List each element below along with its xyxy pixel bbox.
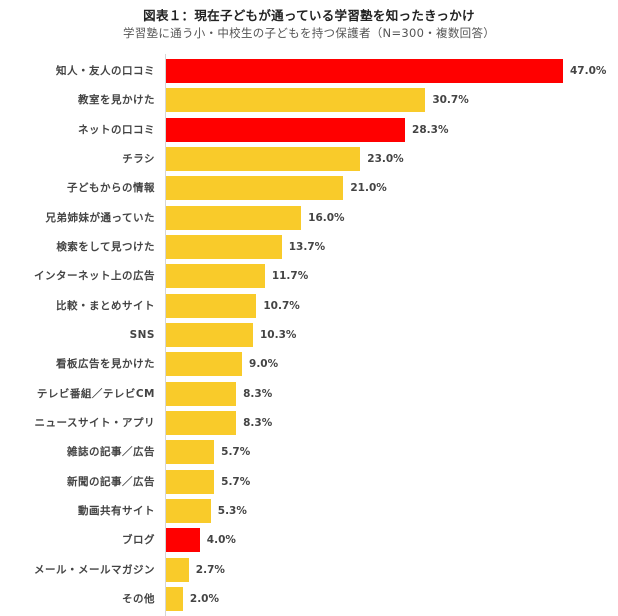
bar-row: 兄弟姉妹が通っていた 16.0% — [0, 205, 618, 230]
bar — [166, 322, 253, 347]
bar — [166, 469, 215, 494]
category-label: 看板広告を見かけた — [56, 358, 155, 371]
value-label: 9.0% — [249, 358, 279, 371]
bar — [166, 146, 361, 171]
bar — [166, 59, 563, 83]
bar-row: ネットの口コミ 28.3% — [0, 117, 618, 142]
bar — [166, 117, 406, 142]
category-label: SNS — [129, 328, 155, 341]
value-label: 5.7% — [221, 475, 251, 488]
bar — [166, 528, 200, 553]
bar-row: 子どもからの情報 21.0% — [0, 176, 618, 201]
bar-row: 教室を見かけた 30.7% — [0, 88, 618, 113]
category-label: ネットの口コミ — [78, 123, 155, 136]
bar-row: 新聞の記事／広告 5.7% — [0, 469, 618, 494]
bar — [166, 293, 257, 318]
bar — [166, 264, 265, 289]
category-label: 新聞の記事／広告 — [67, 475, 155, 488]
value-label: 10.3% — [260, 328, 297, 341]
bar-row: その他 2.0% — [0, 586, 618, 611]
value-label: 21.0% — [350, 182, 387, 195]
bar-row: テレビ番組／テレビCM 8.3% — [0, 381, 618, 406]
value-label: 8.3% — [243, 416, 273, 429]
value-label: 2.7% — [195, 563, 225, 576]
bar-row: 検索をして見つけた 13.7% — [0, 234, 618, 259]
bar-row: チラシ 23.0% — [0, 146, 618, 171]
bar-row: 知人・友人の口コミ 47.0% — [0, 59, 618, 83]
chart-subtitle: 学習塾に通う小・中校生の子どもを持つ保護者（N=300・複数回答） — [122, 26, 496, 40]
value-label: 13.7% — [288, 240, 326, 253]
bar-row: ブログ 4.0% — [0, 528, 618, 553]
category-label: ニュースサイト・アプリ — [34, 416, 155, 429]
value-label: 11.7% — [271, 270, 309, 283]
value-label: 23.0% — [367, 152, 404, 165]
value-label: 2.0% — [189, 592, 220, 605]
bar-row: 動画共有サイト 5.3% — [0, 498, 618, 523]
category-label: メール・メールマガジン — [34, 563, 155, 576]
value-label: 30.7% — [432, 94, 469, 107]
category-label: その他 — [122, 592, 155, 605]
bar-row: 雑誌の記事／広告 5.7% — [0, 440, 618, 465]
bar-row: SNS 10.3% — [0, 322, 618, 347]
category-label: 知人・友人の口コミ — [56, 65, 155, 77]
category-label: 動画共有サイト — [78, 504, 155, 517]
category-label: 雑誌の記事／広告 — [67, 446, 155, 459]
value-label: 47.0% — [570, 65, 607, 77]
chart-title: 図表１：現在子どもが通っている学習塾を知ったきっかけ — [143, 8, 475, 23]
bar-row: ニュースサイト・アプリ 8.3% — [0, 410, 618, 435]
bar-row: インターネット上の広告 11.7% — [0, 264, 618, 289]
value-label: 5.3% — [217, 504, 247, 517]
category-label: ブログ — [122, 534, 155, 547]
bar — [166, 176, 344, 201]
value-label: 16.0% — [308, 211, 345, 224]
bar — [166, 498, 211, 523]
category-label: 検索をして見つけた — [56, 240, 155, 253]
value-label: 8.3% — [243, 387, 273, 400]
bar-row: 看板広告を見かけた 9.0% — [0, 352, 618, 377]
bar — [166, 586, 183, 611]
value-label: 10.7% — [263, 299, 300, 312]
category-label: 教室を見かけた — [78, 94, 155, 107]
bar — [166, 440, 215, 465]
category-label: チラシ — [122, 152, 155, 165]
category-label: テレビ番組／テレビCM — [36, 387, 155, 400]
bar — [166, 410, 237, 435]
value-label: 4.0% — [206, 534, 236, 547]
value-label: 28.3% — [412, 123, 449, 136]
bar — [166, 205, 302, 230]
bar — [166, 234, 282, 259]
category-label: 兄弟姉妹が通っていた — [45, 211, 155, 224]
category-label: 比較・まとめサイト — [56, 299, 155, 312]
bar — [166, 88, 426, 113]
bar-row: メール・メールマガジン 2.7% — [0, 557, 618, 582]
bar — [166, 352, 243, 377]
category-label: インターネット上の広告 — [34, 270, 155, 283]
bar — [166, 381, 237, 406]
value-label: 5.7% — [221, 446, 251, 459]
bar — [166, 557, 189, 582]
category-label: 子どもからの情報 — [67, 182, 155, 195]
y-axis-line — [165, 54, 166, 616]
bar-row: 比較・まとめサイト 10.7% — [0, 293, 618, 318]
